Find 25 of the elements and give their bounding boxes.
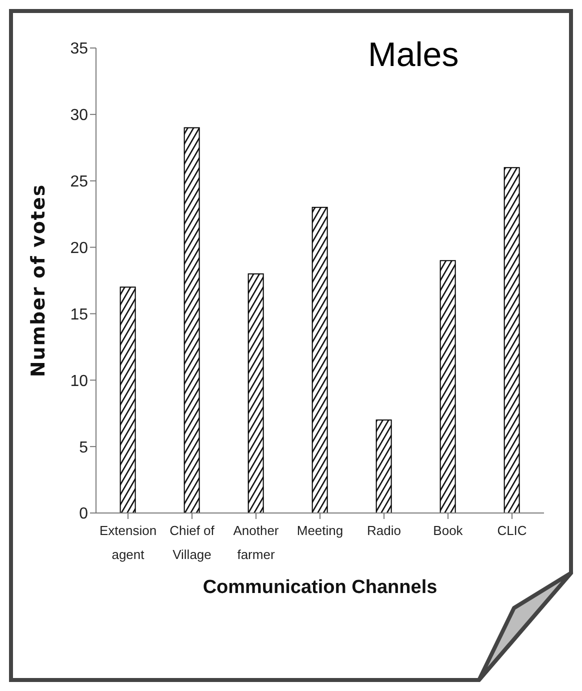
y-tick-label: 15 (70, 306, 88, 324)
y-tick-label: 30 (70, 107, 88, 124)
x-axis-title: Communication Channels (202, 577, 438, 598)
y-tick-label: 0 (79, 506, 88, 523)
bar (120, 286, 136, 513)
y-axis-title: Number of votes (28, 184, 50, 378)
y-tick-label: 20 (70, 240, 88, 257)
x-tick-label: Chief of Village (170, 523, 215, 562)
bar (440, 260, 456, 513)
y-tick-label: 10 (70, 372, 88, 390)
y-tick-label: 5 (79, 439, 88, 456)
bar (184, 127, 200, 513)
x-tick-label: Another farmer (233, 523, 280, 562)
bar (312, 206, 328, 513)
chart-title: Males (368, 36, 459, 75)
x-tick-label: Radio (367, 523, 401, 538)
bar (504, 167, 520, 513)
y-tick-label: 25 (70, 174, 88, 191)
x-tick-label: Meeting (296, 523, 344, 538)
x-tick-label: Book (433, 523, 464, 538)
bar (248, 273, 264, 513)
x-tick-label: Extension agent (99, 523, 157, 562)
y-tick-label: 35 (70, 40, 88, 58)
x-tick-label: CLIC (497, 523, 527, 538)
bar (376, 420, 392, 513)
